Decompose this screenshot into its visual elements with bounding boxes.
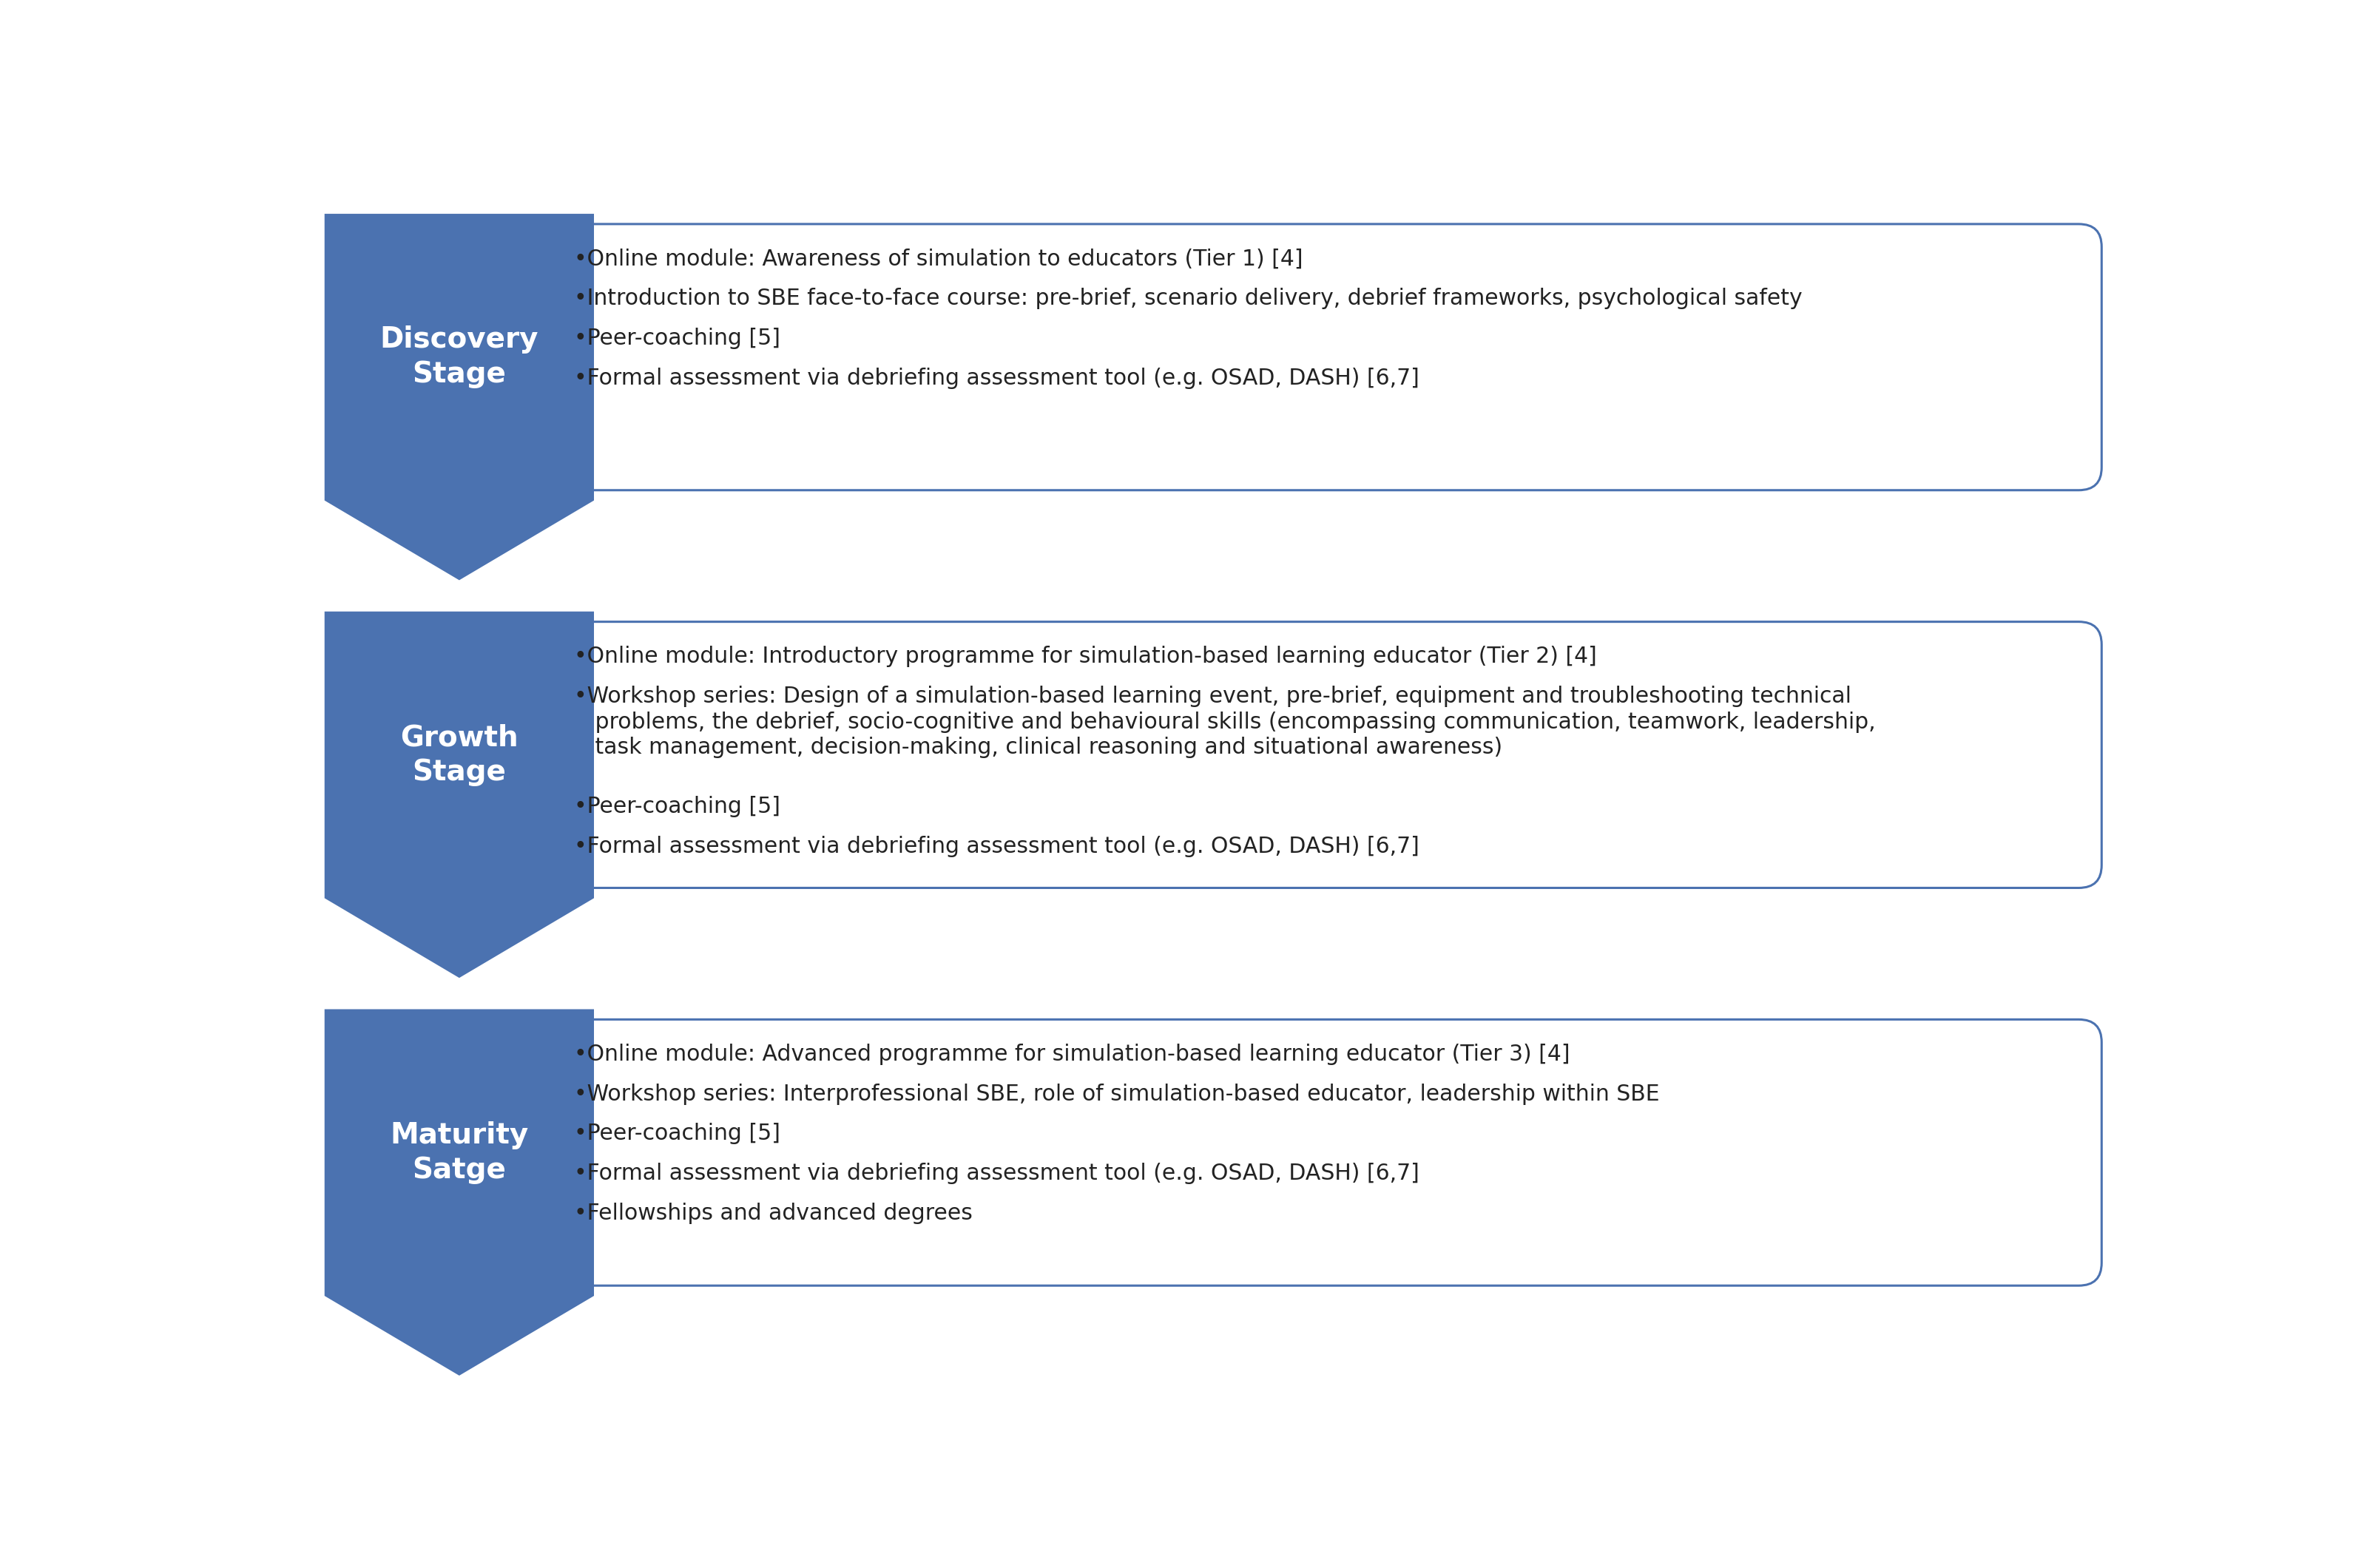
Text: •Fellowships and advanced degrees: •Fellowships and advanced degrees (573, 1203, 973, 1225)
Polygon shape (324, 213, 594, 580)
Text: •Peer-coaching [5]: •Peer-coaching [5] (573, 797, 781, 817)
FancyBboxPatch shape (542, 224, 2102, 491)
Text: Discovery
Stage: Discovery Stage (381, 326, 540, 389)
Text: •Formal assessment via debriefing assessment tool (e.g. OSAD, DASH) [6,7]: •Formal assessment via debriefing assess… (573, 367, 1420, 389)
Polygon shape (324, 1010, 594, 1375)
Text: •Formal assessment via debriefing assessment tool (e.g. OSAD, DASH) [6,7]: •Formal assessment via debriefing assess… (573, 1163, 1420, 1184)
Text: •Online module: Advanced programme for simulation-based learning educator (Tier : •Online module: Advanced programme for s… (573, 1043, 1569, 1065)
Text: •Online module: Awareness of simulation to educators (Tier 1) [4]: •Online module: Awareness of simulation … (573, 248, 1302, 270)
Polygon shape (324, 612, 594, 978)
Text: •Workshop series: Interprofessional SBE, role of simulation-based educator, lead: •Workshop series: Interprofessional SBE,… (573, 1083, 1659, 1105)
Text: Growth
Stage: Growth Stage (400, 723, 518, 786)
Text: •Introduction to SBE face-to-face course: pre-brief, scenario delivery, debrief : •Introduction to SBE face-to-face course… (573, 289, 1801, 309)
Text: •Online module: Introductory programme for simulation-based learning educator (T: •Online module: Introductory programme f… (573, 646, 1598, 666)
FancyBboxPatch shape (542, 1019, 2102, 1286)
Text: •Peer-coaching [5]: •Peer-coaching [5] (573, 328, 781, 350)
Text: •Peer-coaching [5]: •Peer-coaching [5] (573, 1123, 781, 1145)
FancyBboxPatch shape (542, 622, 2102, 887)
Text: •Workshop series: Design of a simulation-based learning event, pre-brief, equipm: •Workshop series: Design of a simulation… (573, 685, 1875, 759)
Text: •Formal assessment via debriefing assessment tool (e.g. OSAD, DASH) [6,7]: •Formal assessment via debriefing assess… (573, 836, 1420, 858)
Text: Maturity
Satge: Maturity Satge (391, 1121, 528, 1184)
